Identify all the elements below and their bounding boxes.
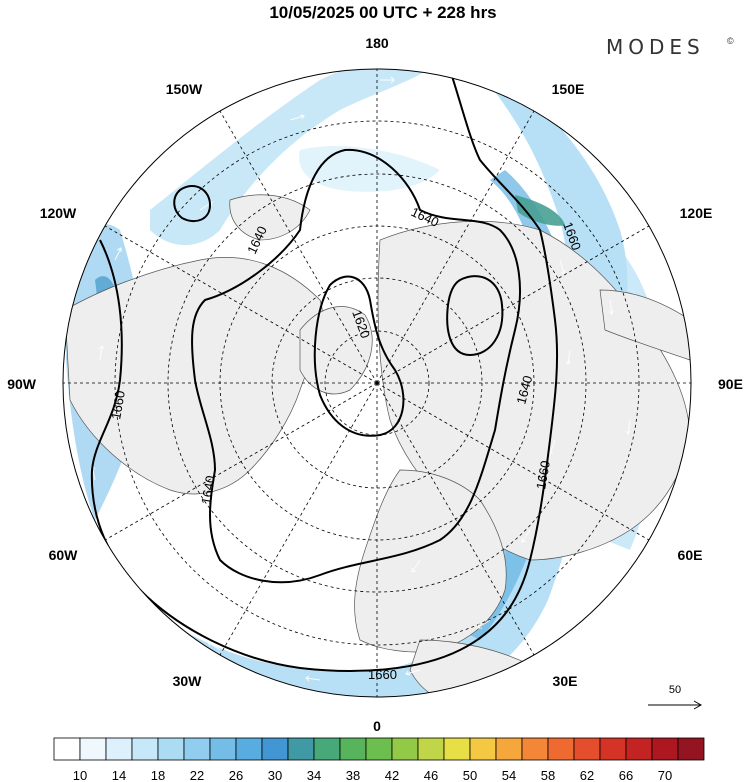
- contour-1640-eastern-high: [446, 275, 504, 357]
- colorbar-swatch: [79, 737, 107, 761]
- colorbar-tick-label: 26: [229, 768, 243, 782]
- brand-logo: MODES: [606, 35, 705, 59]
- colorbar-tick-label: 34: [307, 768, 321, 782]
- contour-label-1660-d: 1660: [108, 389, 128, 420]
- colorbar-swatch: [599, 737, 627, 761]
- colorbar-tick-label: 14: [112, 768, 126, 782]
- reference-vector: 50: [648, 684, 703, 710]
- contour-1660-outer: [90, 69, 559, 672]
- colorbar-swatch: [235, 737, 263, 761]
- colorbar: [53, 737, 705, 761]
- colorbar-tick-label: 22: [190, 768, 204, 782]
- lon-label-150w: 150W: [166, 81, 203, 97]
- colorbar-swatch: [443, 737, 471, 761]
- colorbar-tick-label: 62: [580, 768, 594, 782]
- colorbar-swatch: [521, 737, 549, 761]
- colorbar-swatch: [339, 737, 367, 761]
- colorbar-tick-label: 10: [73, 768, 87, 782]
- lon-label-30e: 30E: [553, 673, 578, 689]
- contour-label-1660-a: 1660: [533, 459, 553, 490]
- land-masses: [64, 194, 691, 697]
- lon-label-120e: 120E: [680, 205, 713, 221]
- longitude-labels: 180 150E 120E 90E 60E 30E 0 30W 60W 90W …: [7, 35, 743, 734]
- contour-1640-inner: [191, 148, 521, 584]
- lon-label-90e: 90E: [718, 376, 743, 392]
- brand-copyright-mark: ©: [727, 36, 734, 46]
- colorbar-tick-label: 70: [658, 768, 672, 782]
- colorbar-swatch: [573, 737, 601, 761]
- colorbar-swatch: [547, 737, 575, 761]
- contour-label-1640-d: 1640: [198, 474, 218, 505]
- colorbar-tick-label: 66: [619, 768, 633, 782]
- colorbar-swatch: [105, 737, 133, 761]
- colorbar-swatch: [53, 737, 81, 761]
- colorbar-swatch: [677, 737, 705, 761]
- lon-label-180: 180: [365, 35, 389, 51]
- colorbar-swatch: [417, 737, 445, 761]
- colorbar-swatch: [131, 737, 159, 761]
- colorbar-tick-label: 46: [424, 768, 438, 782]
- contour-1620: [313, 275, 405, 437]
- lon-label-0: 0: [373, 718, 381, 734]
- colorbar-tick-label: 18: [151, 768, 165, 782]
- colorbar-swatch: [469, 737, 497, 761]
- colorbar-swatch: [625, 737, 653, 761]
- colorbar-swatch: [157, 737, 185, 761]
- colorbar-swatch: [261, 737, 289, 761]
- colorbar-swatch: [209, 737, 237, 761]
- contour-1640-pacific-high: [173, 185, 212, 223]
- jet-band-north-pacific: [150, 69, 440, 245]
- colorbar-swatch: [183, 737, 211, 761]
- colorbar-tick-label: 30: [268, 768, 282, 782]
- colorbar-swatch: [495, 737, 523, 761]
- colorbar-swatch: [287, 737, 315, 761]
- height-contours: [63, 69, 559, 672]
- colorbar-swatch: [365, 737, 393, 761]
- colorbar-swatch: [391, 737, 419, 761]
- colorbar-swatch: [313, 737, 341, 761]
- lon-label-120w: 120W: [40, 205, 77, 221]
- lon-label-90w: 90W: [7, 376, 37, 392]
- jet-max-pacific: [515, 195, 565, 226]
- contour-label-1640-c: 1640: [513, 374, 535, 406]
- colorbar-tick-label: 38: [346, 768, 360, 782]
- reference-vector-label: 50: [669, 684, 681, 696]
- map-boundary: [62, 68, 692, 698]
- colorbar-tick-label: 50: [463, 768, 477, 782]
- map-disc: 1620 1640 1640 1640 1640 1660 1660 1660 …: [63, 69, 691, 697]
- lon-label-150e: 150E: [552, 81, 585, 97]
- graticule: [63, 69, 691, 697]
- colorbar-tick-label: 54: [502, 768, 516, 782]
- land-alaska: [229, 194, 311, 241]
- lon-label-30w: 30W: [173, 673, 203, 689]
- contour-label-1660-b: 1660: [368, 667, 397, 682]
- colorbar-tick-labels: 10 14 18 22 26 30 34 38 42 46 50 54 58 62 66 70: [73, 768, 672, 782]
- colorbar-tick-label: 58: [541, 768, 555, 782]
- lon-label-60w: 60W: [49, 547, 79, 563]
- reference-arrow-icon: [693, 700, 703, 710]
- lon-label-60e: 60E: [678, 547, 703, 563]
- colorbar-swatch: [651, 737, 679, 761]
- figure-title: 10/05/2025 00 UTC + 228 hrs: [269, 3, 496, 22]
- colorbar-tick-label: 42: [385, 768, 399, 782]
